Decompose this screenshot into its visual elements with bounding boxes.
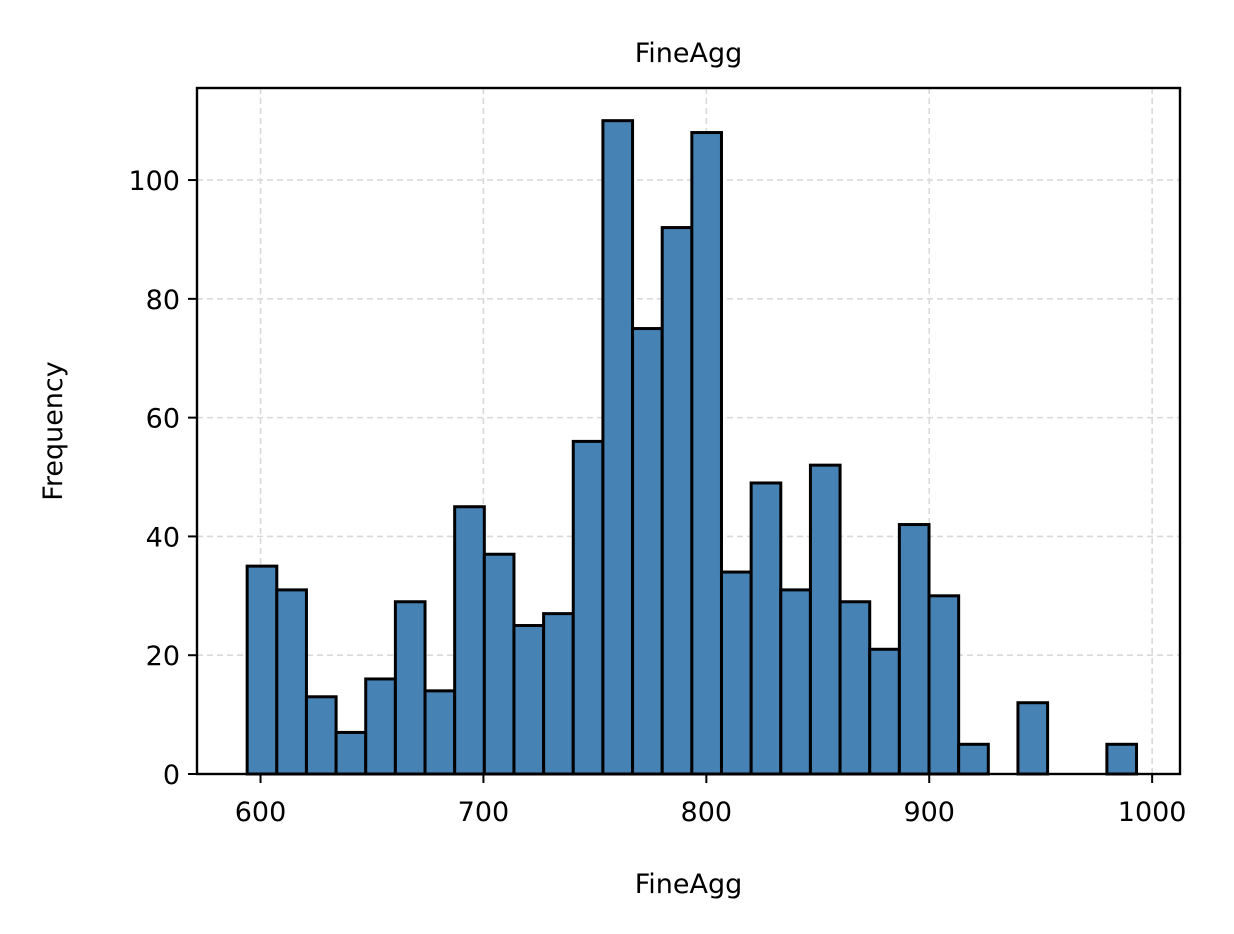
histogram-bar — [838, 600, 872, 776]
y-tick-label: 100 — [128, 166, 180, 197]
plot-frame — [195, 86, 1182, 776]
histogram-bar — [571, 439, 605, 776]
histogram-bar — [1105, 742, 1139, 776]
histogram-bar — [601, 119, 635, 776]
histogram-bar — [482, 552, 516, 776]
histogram-bar — [927, 594, 961, 776]
histogram-bar — [364, 677, 397, 776]
y-tick-label: 80 — [146, 285, 180, 316]
y-tick-label: 20 — [146, 641, 180, 672]
x-tick-label: 700 — [458, 797, 510, 828]
x-tick-label: 900 — [903, 797, 955, 828]
histogram-bar — [423, 689, 457, 776]
histogram-bar — [275, 588, 308, 776]
histogram-bar — [631, 327, 664, 776]
histogram-bar — [779, 588, 812, 776]
histogram-bar — [334, 730, 368, 776]
histogram-bar — [393, 600, 427, 776]
bars — [245, 119, 1139, 776]
y-tick-label: 60 — [146, 404, 180, 435]
histogram-bar — [453, 505, 486, 776]
x-tick-label: 800 — [681, 797, 733, 828]
histogram-bar — [808, 463, 842, 776]
histogram-bar — [304, 695, 338, 776]
histogram-bar — [660, 226, 694, 776]
x-tick-label: 600 — [235, 797, 287, 828]
histogram-bar — [1016, 701, 1050, 776]
histogram-bar — [868, 647, 901, 776]
x-axis-label: FineAgg — [635, 869, 743, 900]
histogram-bar — [897, 523, 931, 776]
axis-ticks: 600 700 800 900 1000 0 20 40 60 80 100 — [128, 166, 1186, 828]
histogram-bar — [719, 570, 753, 776]
y-axis-label: Frequency — [38, 361, 69, 501]
histogram-bar — [512, 624, 546, 776]
histogram-bar — [690, 131, 723, 776]
histogram-bar — [542, 612, 575, 776]
histogram-bar — [245, 564, 279, 776]
y-tick-label: 40 — [146, 522, 180, 553]
histogram-bar — [957, 742, 990, 776]
histogram-bar — [749, 481, 783, 776]
y-tick-label: 0 — [163, 760, 180, 791]
x-tick-label: 1000 — [1118, 797, 1187, 828]
chart-title: FineAgg — [635, 38, 743, 69]
